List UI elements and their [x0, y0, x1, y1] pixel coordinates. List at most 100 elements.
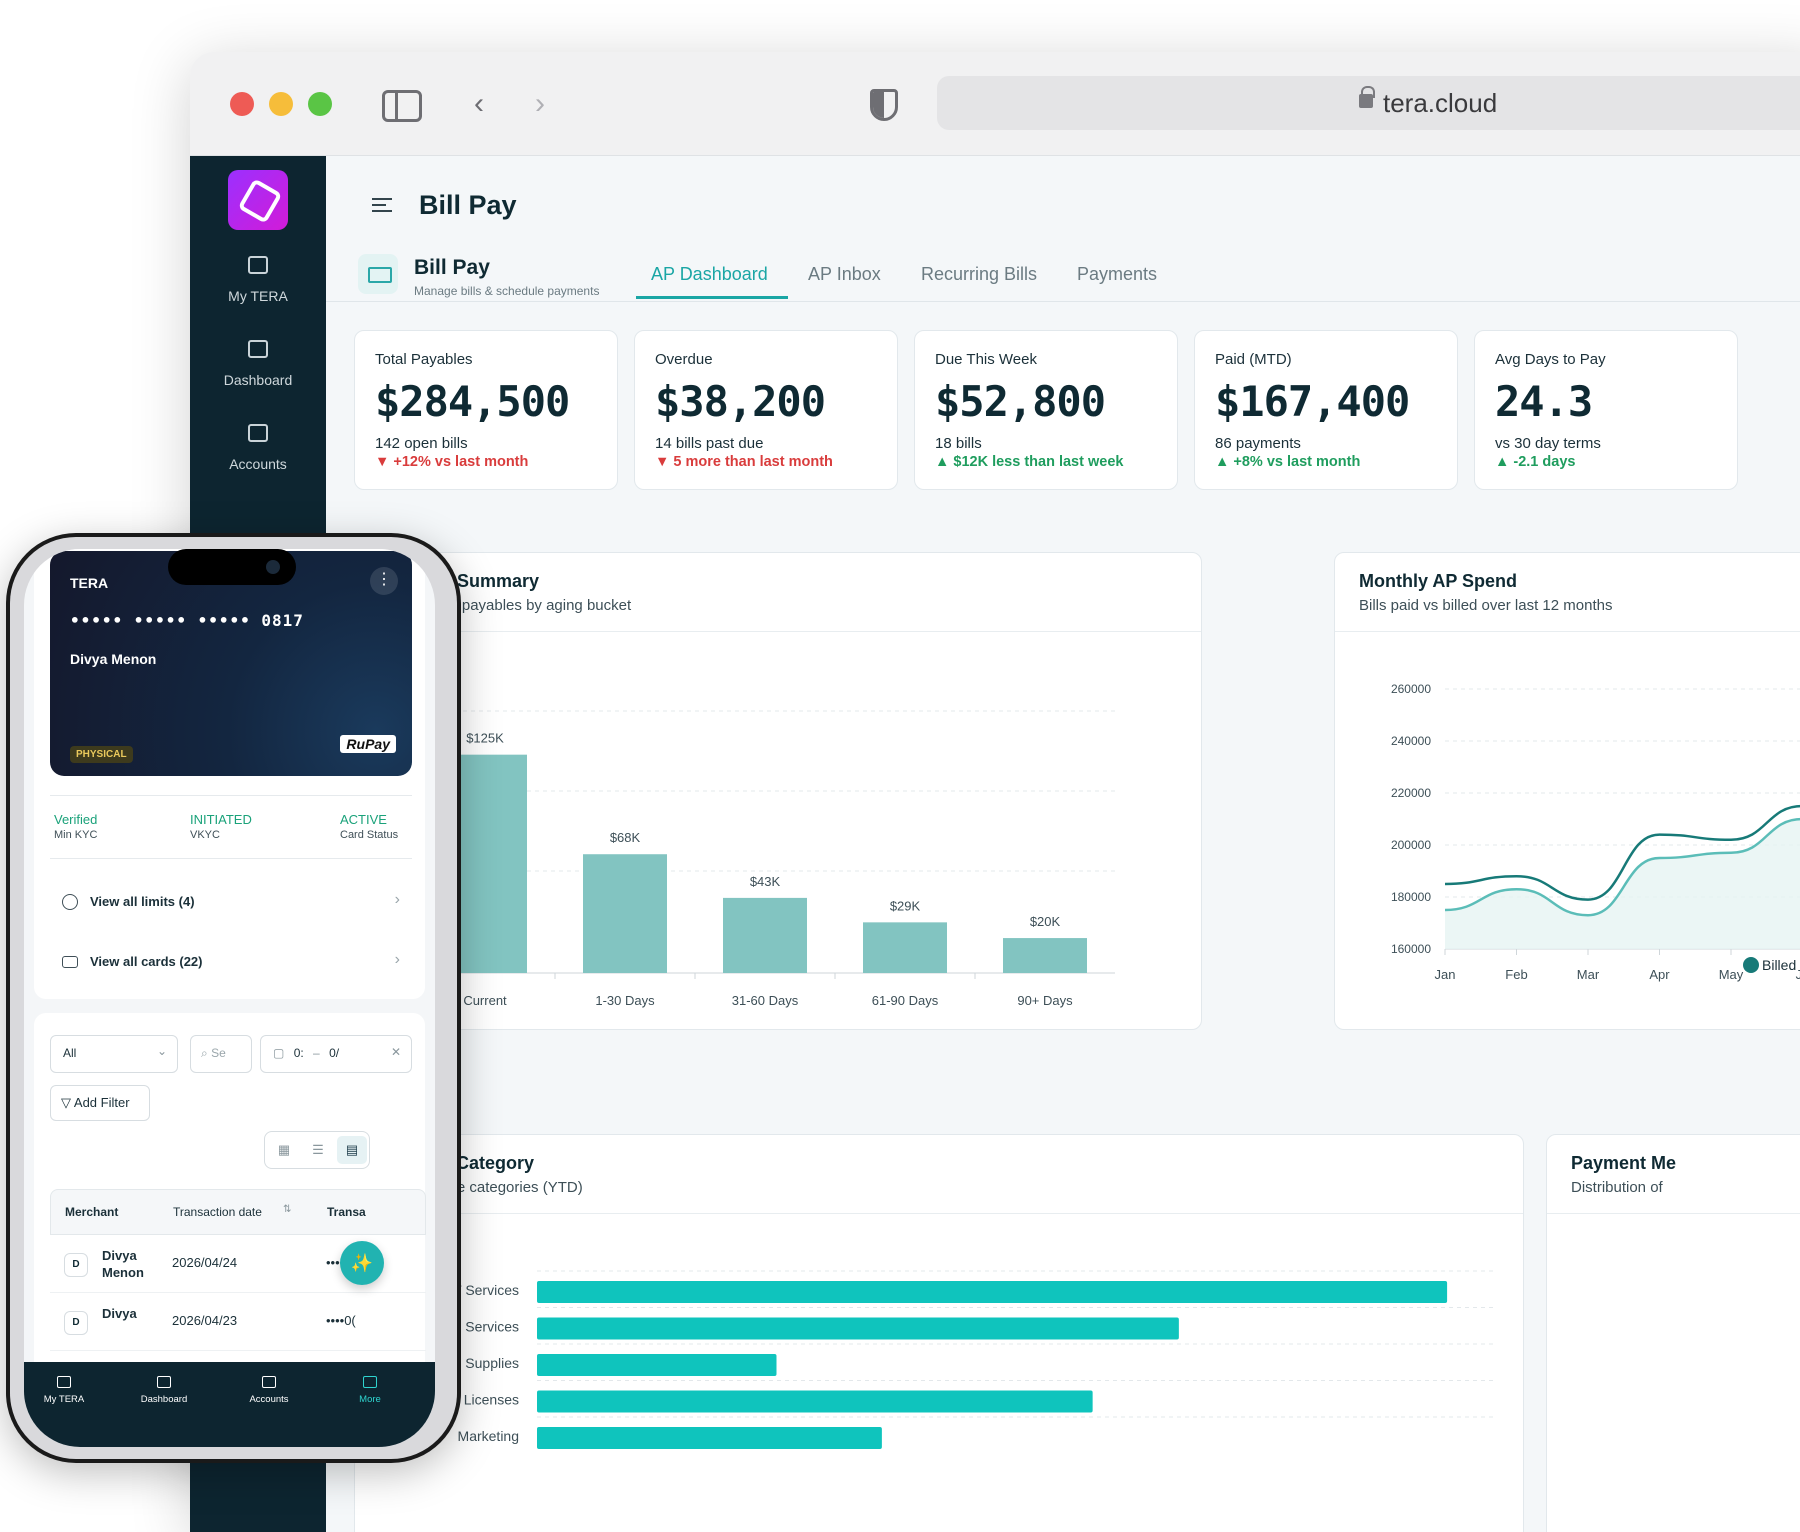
- shield-icon[interactable]: [870, 89, 898, 121]
- tab-dashboard[interactable]: Dashboard: [124, 1376, 204, 1405]
- tab-label: My TERA: [43, 1394, 85, 1405]
- bar: [1003, 938, 1087, 973]
- sidebar-item-accounts[interactable]: Accounts: [190, 424, 326, 472]
- module-title: Bill Pay: [414, 256, 490, 279]
- data-label: $43K: [750, 874, 781, 889]
- bar: [537, 1317, 1179, 1340]
- active-tab-indicator: [636, 296, 788, 299]
- table-header: Merchant Transaction date ⇅ Transa: [50, 1189, 426, 1235]
- merchant-name: Divya Menon: [102, 1248, 144, 1280]
- panel-title: y Category: [441, 1153, 535, 1173]
- status-label: VKYC: [190, 829, 220, 841]
- kpi-trend: ▲ $12K less than last week: [935, 454, 1124, 470]
- tab-ap-dashboard[interactable]: AP Dashboard: [651, 264, 768, 284]
- view-cards-link[interactable]: View all cards (22) ›: [50, 942, 412, 982]
- module-header: Bill Pay Manage bills & schedule payment…: [326, 254, 1800, 302]
- tab-accounts[interactable]: Accounts: [229, 1376, 309, 1405]
- view-limits-link[interactable]: View all limits (4) ›: [50, 882, 412, 922]
- tab-label: More: [359, 1394, 381, 1405]
- search-icon: ⌕: [201, 1046, 208, 1060]
- status-value: Verified: [54, 812, 98, 827]
- grid-view-icon[interactable]: ▦: [277, 1142, 291, 1157]
- sidebar-item-label: My TERA: [228, 288, 288, 304]
- kpi-sub: 86 payments: [1215, 435, 1301, 452]
- series-line: [1444, 804, 1800, 901]
- data-label: $20K: [1030, 914, 1061, 929]
- bar: [583, 854, 667, 973]
- data-label: $68K: [610, 830, 641, 845]
- tab-my-tera[interactable]: My TERA: [24, 1376, 104, 1405]
- y-tick-label: IT Services: [449, 1282, 519, 1298]
- date-range-input[interactable]: ▢ 0: – 0/ ✕: [260, 1035, 412, 1073]
- sort-icon[interactable]: ⇅: [283, 1204, 292, 1215]
- table-row[interactable]: D Divya 2026/04/23 ••••0(: [50, 1293, 426, 1351]
- tab-payments[interactable]: Payments: [1077, 264, 1158, 284]
- sidebar-toggle-icon[interactable]: [382, 90, 422, 122]
- kpi-card-overdue: Overdue $38,200 14 bills past due ▼ 5 mo…: [634, 330, 898, 490]
- address-bar[interactable]: tera.cloud: [937, 76, 1800, 130]
- status-value: ACTIVE: [340, 812, 387, 827]
- dynamic-island: [168, 549, 296, 585]
- back-arrow-icon[interactable]: ‹: [474, 87, 484, 120]
- calendar-icon: ▢: [273, 1046, 285, 1060]
- kpi-value: $38,200: [655, 377, 826, 426]
- lock-icon: [1359, 86, 1375, 108]
- x-tick-label: Jan: [1435, 967, 1456, 982]
- kpi-value: 24.3: [1495, 377, 1593, 426]
- status-vkyc: INITIATED VKYC: [190, 812, 252, 841]
- y-tick-label: 260000: [1391, 682, 1431, 696]
- kpi-trend: ▼ 5 more than last month: [655, 454, 833, 470]
- area-fill: [1445, 819, 1800, 949]
- panel-subtitle: Distribution of: [1571, 1179, 1663, 1196]
- search-input[interactable]: ⌕ Se: [190, 1035, 252, 1073]
- menu-icon[interactable]: [372, 198, 392, 212]
- browser-window: ‹ › tera.cloud My TERA Dashboard Account…: [190, 52, 1800, 1532]
- wallet-icon: [57, 1376, 71, 1388]
- legend-item-billed[interactable]: Billed: [1743, 957, 1796, 973]
- x-tick-label: 1-30 Days: [595, 993, 655, 1008]
- series-line: [1444, 817, 1800, 917]
- kpi-label: Due This Week: [935, 351, 1037, 368]
- minimize-window-button[interactable]: [269, 92, 293, 116]
- x-tick-label: 31-60 Days: [732, 993, 799, 1008]
- status-min-kyc: Verified Min KYC: [54, 812, 97, 841]
- close-window-button[interactable]: [230, 92, 254, 116]
- kpi-trend: ▲ +8% vs last month: [1215, 454, 1361, 470]
- menu-icon: [363, 1376, 377, 1388]
- wallet-icon: [248, 256, 268, 274]
- more-icon[interactable]: ⋮: [370, 567, 398, 595]
- clear-icon[interactable]: ✕: [390, 1045, 401, 1059]
- bar: [537, 1390, 1093, 1413]
- avatar: D: [64, 1253, 88, 1277]
- y-tick-label: 200000: [1391, 838, 1431, 852]
- column-header-merchant[interactable]: Merchant: [65, 1205, 119, 1219]
- kpi-label: Total Payables: [375, 351, 473, 368]
- status-select[interactable]: All ⌄: [50, 1035, 178, 1073]
- maximize-window-button[interactable]: [308, 92, 332, 116]
- sidebar-item-dashboard[interactable]: Dashboard: [190, 340, 326, 388]
- column-header-transaction[interactable]: Transa: [327, 1205, 366, 1219]
- spend-by-category-panel: y Category nse categories (YTD) IT Servi…: [354, 1134, 1524, 1532]
- tera-logo[interactable]: [228, 170, 288, 230]
- table-view-icon[interactable]: ▤: [337, 1136, 367, 1164]
- bar: [537, 1281, 1448, 1303]
- x-tick-label: 61-90 Days: [872, 993, 939, 1008]
- date-from: 0:: [293, 1046, 304, 1060]
- ai-assistant-button[interactable]: ✨: [340, 1241, 384, 1285]
- list-view-icon[interactable]: ☰: [312, 1142, 324, 1157]
- card-brand: TERA: [70, 575, 109, 591]
- bar: [723, 897, 807, 973]
- add-filter-button[interactable]: ▽ Add Filter: [50, 1085, 150, 1121]
- sidebar-item-my-tera[interactable]: My TERA: [190, 256, 326, 304]
- card-type-badge: PHYSICAL: [70, 746, 133, 763]
- payment-card[interactable]: TERA ⋮ ••••• ••••• ••••• 0817 Divya Meno…: [50, 551, 412, 776]
- panel-divider: [1335, 631, 1800, 632]
- column-header-transaction-date[interactable]: Transaction date: [173, 1205, 262, 1219]
- tab-more[interactable]: More: [330, 1376, 410, 1405]
- tab-ap-inbox[interactable]: AP Inbox: [808, 264, 881, 284]
- url-text: tera.cloud: [1383, 88, 1498, 118]
- panel-title: Monthly AP Spend: [1359, 571, 1518, 591]
- tab-recurring-bills[interactable]: Recurring Bills: [921, 264, 1038, 284]
- forward-arrow-icon[interactable]: ›: [535, 87, 545, 120]
